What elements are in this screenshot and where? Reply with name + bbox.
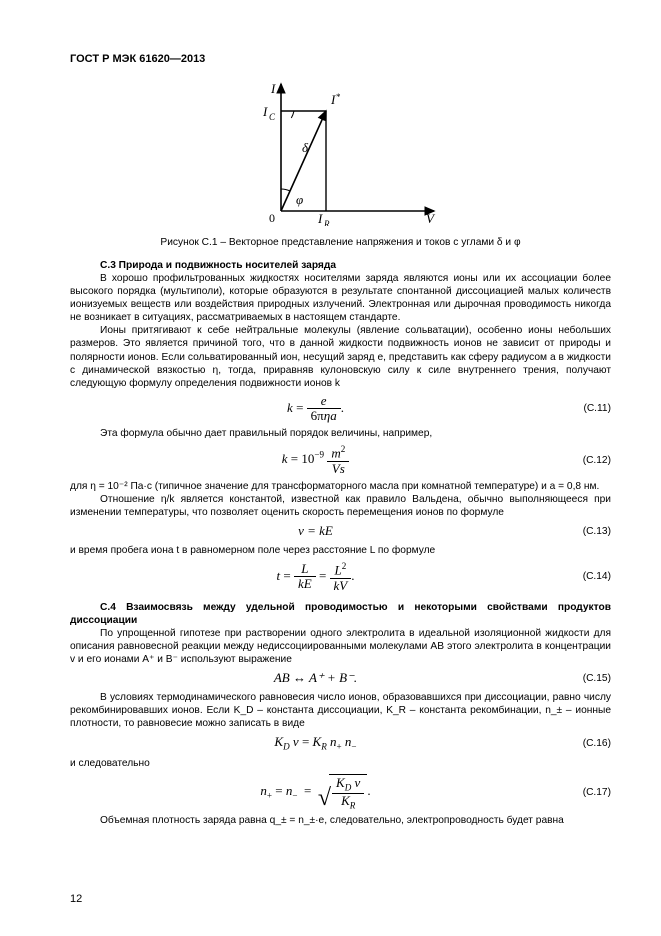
svg-text:I: I xyxy=(270,81,276,96)
c4-p2: В условиях термодинамического равновесия… xyxy=(70,691,611,730)
page-number: 12 xyxy=(70,892,82,906)
eq-c14-label: (С.14) xyxy=(561,570,611,583)
c3-p3: Эта формула обычно дает правильный поряд… xyxy=(70,427,611,440)
vector-diagram: I C I * δ φ 0 I R V I xyxy=(236,76,446,226)
figure-caption: Рисунок С.1 – Векторное представление на… xyxy=(70,236,611,249)
svg-text:φ: φ xyxy=(296,192,303,207)
equation-c12: k = 10−9 m2Vs (С.12) xyxy=(70,444,611,476)
c4-p7: и следовательно xyxy=(70,757,611,770)
eq-c11-label: (С.11) xyxy=(561,402,611,415)
equation-c15: AB ↔ A⁺ + B⁻. (С.15) xyxy=(70,670,611,687)
c3-p2: Ионы притягивают к себе нейтральные моле… xyxy=(70,324,611,389)
section-c3-title: С.3 Природа и подвижность носителей заря… xyxy=(70,259,611,272)
c4-p1: По упрощенной гипотезе при растворении о… xyxy=(70,627,611,666)
svg-text:δ: δ xyxy=(302,140,309,155)
eq-c13-label: (С.13) xyxy=(561,525,611,538)
equation-c13: v = kE (С.13) xyxy=(70,523,611,540)
svg-text:0: 0 xyxy=(269,211,275,225)
eq-c12-label: (С.12) xyxy=(561,454,611,467)
svg-text:*: * xyxy=(336,92,341,102)
svg-text:R: R xyxy=(323,219,330,226)
svg-text:I: I xyxy=(317,211,323,226)
svg-text:C: C xyxy=(269,112,276,122)
eq-c15-label: (С.15) xyxy=(561,672,611,685)
svg-text:I: I xyxy=(262,104,268,119)
eq-c16-label: (С.16) xyxy=(561,737,611,750)
doc-header: ГОСТ Р МЭК 61620—2013 xyxy=(70,52,611,66)
section-c4-title: С.4 Взаимосвязь между удельной проводимо… xyxy=(70,601,611,627)
equation-c11: k = e6πηa. (С.11) xyxy=(70,394,611,424)
eq-c17-label: (С.17) xyxy=(561,786,611,799)
equation-c14: t = LkE = L2kV. (С.14) xyxy=(70,561,611,593)
c3-p4: для η = 10⁻² Па·с (типичное значение для… xyxy=(70,480,611,493)
equation-c17: n+ = n− = √ KD νKR . (С.17) xyxy=(70,774,611,810)
equation-c16: KD ν = KR n+ n− (С.16) xyxy=(70,734,611,753)
c3-p5: Отношение η/k является константой, извес… xyxy=(70,493,611,519)
svg-text:V: V xyxy=(426,211,436,226)
c3-p1: В хорошо профильтрованных жидкостях носи… xyxy=(70,272,611,324)
c3-p6: и время пробега иона t в равномерном пол… xyxy=(70,544,611,557)
figure-c1: I C I * δ φ 0 I R V I xyxy=(70,76,611,230)
c4-p8: Объемная плотность заряда равна q_± = n_… xyxy=(70,814,611,827)
